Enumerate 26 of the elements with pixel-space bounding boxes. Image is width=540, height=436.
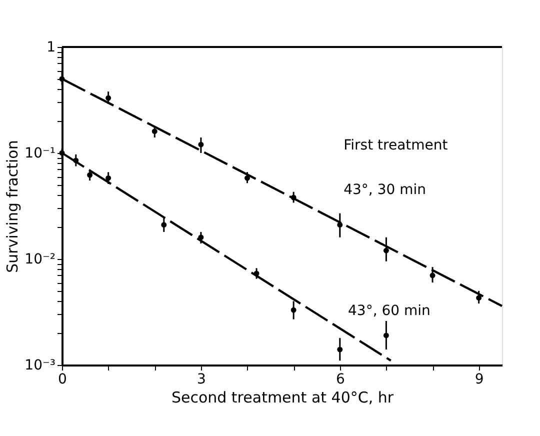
- y-tick-label: 10⁻¹: [24, 146, 56, 162]
- point: [383, 248, 389, 254]
- point: [106, 175, 112, 181]
- point: [337, 346, 343, 352]
- point: [476, 295, 482, 301]
- point: [290, 307, 296, 313]
- point: [106, 95, 112, 101]
- point: [383, 332, 389, 338]
- point: [87, 172, 93, 178]
- x-tick-label: 0: [58, 372, 67, 388]
- y-tick-label: 1: [46, 40, 56, 56]
- point: [152, 128, 158, 134]
- point: [244, 175, 250, 181]
- y-tick-label: 10⁻³: [24, 358, 56, 374]
- x-tick-label: 6: [336, 372, 345, 388]
- annotation: First treatment: [344, 138, 448, 154]
- annotation: 43°, 60 min: [348, 302, 430, 319]
- point: [198, 142, 204, 148]
- y-tick-label: 10⁻²: [24, 252, 56, 268]
- y-axis-title: Surviving fraction: [4, 140, 22, 273]
- x-tick-label: 3: [196, 372, 206, 388]
- point: [430, 272, 436, 278]
- annotation: 43°, 30 min: [344, 182, 426, 198]
- x-axis-title: Second treatment at 40°C, hr: [171, 388, 394, 406]
- x-tick-label: 9: [474, 372, 484, 388]
- point: [161, 222, 167, 228]
